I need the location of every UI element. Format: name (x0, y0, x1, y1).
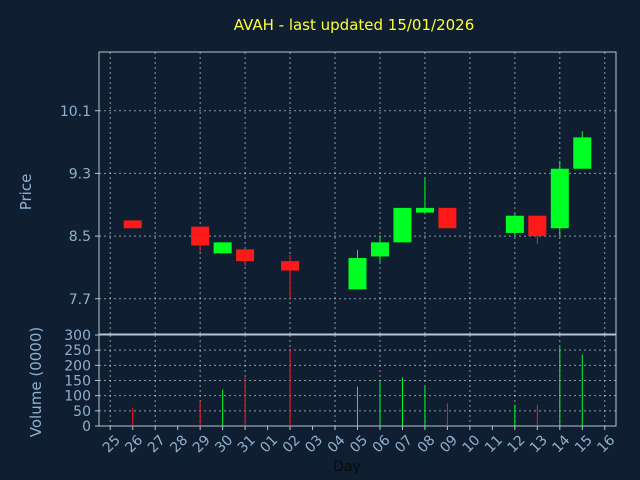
candle-body (191, 226, 210, 246)
candle-body (348, 258, 367, 290)
candle-body (393, 207, 412, 243)
price-y-label: Price (17, 174, 35, 211)
candle-body (281, 261, 300, 271)
price-plot-area (98, 51, 617, 335)
volume-tick-label: 250 (64, 343, 91, 359)
volume-y-label: Volume (0000) (27, 327, 45, 437)
price-grid (99, 52, 616, 334)
volume-bars (132, 347, 583, 426)
price-panel: 7.7 8.5 9.3 10.1 Price (17, 51, 617, 335)
volume-tick-label: 200 (64, 358, 91, 374)
volume-tick-label: 100 (64, 389, 91, 405)
price-tick-label: 8.5 (69, 229, 91, 245)
candle-body (415, 207, 434, 213)
price-tick-label: 10.1 (60, 104, 91, 120)
price-y-ticks: 7.7 8.5 9.3 10.1 (60, 104, 99, 308)
candle-body (236, 249, 255, 262)
candle-body (438, 207, 457, 229)
candle-body (123, 220, 142, 229)
candle-body (550, 168, 569, 229)
volume-tick-label: 0 (82, 419, 91, 435)
price-tick-label: 7.7 (69, 292, 91, 308)
volume-tick-label: 50 (73, 404, 91, 420)
price-tick-label: 9.3 (69, 166, 91, 182)
candles (123, 131, 592, 299)
volume-tick-label: 300 (64, 328, 91, 344)
candle-body (370, 242, 389, 257)
candle-body (213, 242, 232, 254)
chart-title: AVAH - last updated 15/01/2026 (234, 16, 475, 34)
candle-body (573, 137, 592, 169)
x-axis-label: Day (333, 459, 361, 475)
candle-body (505, 215, 524, 233)
candle-body (528, 215, 547, 237)
volume-tick-label: 150 (64, 374, 91, 390)
